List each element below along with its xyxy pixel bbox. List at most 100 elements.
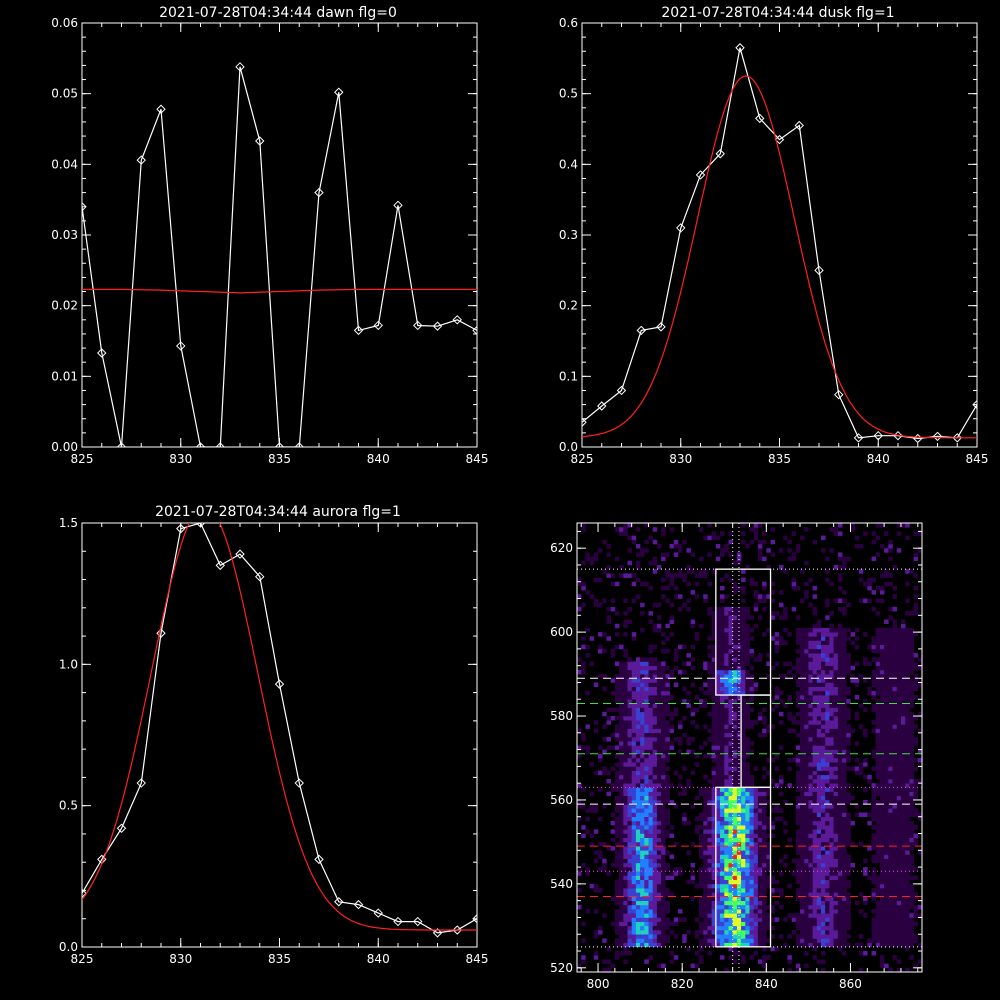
heatmap-cell xyxy=(791,585,797,591)
heatmap-cell xyxy=(892,707,897,713)
heatmap-cell xyxy=(808,636,813,641)
heatmap-cell xyxy=(909,955,914,960)
heatmap-cell xyxy=(652,909,658,914)
heatmap-cell xyxy=(652,770,658,776)
heatmap-cell xyxy=(678,783,683,788)
heatmap-cell xyxy=(800,829,805,834)
heatmap-cell xyxy=(779,720,784,725)
heatmap-cell xyxy=(741,669,746,675)
heatmap-cell xyxy=(850,862,855,868)
heatmap-cell xyxy=(623,942,628,948)
heatmap-cell xyxy=(812,732,818,738)
heatmap-cell xyxy=(652,904,658,910)
heatmap-cell xyxy=(753,581,759,587)
heatmap-cell xyxy=(648,686,653,692)
heatmap-cell xyxy=(749,879,754,885)
heatmap-cell xyxy=(736,728,742,734)
heatmap-cell xyxy=(678,791,683,797)
heatmap-cell xyxy=(732,720,738,725)
heatmap-cell xyxy=(825,556,830,562)
heatmap-cell xyxy=(741,661,746,666)
heatmap-cell xyxy=(871,787,876,792)
heatmap-cell xyxy=(707,820,712,826)
heatmap-cell xyxy=(779,636,784,641)
heatmap-cell xyxy=(627,862,632,868)
heatmap-cell xyxy=(821,703,826,708)
heatmap-cell xyxy=(795,648,801,654)
heatmap-cell xyxy=(913,758,919,763)
heatmap-cell xyxy=(715,804,721,809)
data-point-marker xyxy=(176,523,186,534)
heatmap-cell xyxy=(804,862,809,868)
heatmap-cell xyxy=(892,716,897,721)
heatmap-cell xyxy=(610,963,616,969)
heatmap-cell xyxy=(711,732,717,738)
heatmap-cell xyxy=(724,665,729,671)
heatmap-cell xyxy=(905,837,910,843)
heatmap-cell xyxy=(619,867,624,872)
heatmap-cell xyxy=(619,674,624,679)
heatmap-cell xyxy=(711,854,717,859)
heatmap-cell xyxy=(711,934,717,939)
heatmap-cell xyxy=(833,669,839,675)
heatmap-cell xyxy=(724,615,729,620)
heatmap-cell xyxy=(703,724,708,729)
heatmap-cell xyxy=(703,598,708,603)
heatmap-cell xyxy=(686,879,691,885)
heatmap-cell xyxy=(787,967,792,972)
heatmap-cell xyxy=(728,632,733,637)
heatmap-cell xyxy=(800,892,805,897)
heatmap-cell xyxy=(896,766,902,771)
heatmap-cell xyxy=(652,862,658,868)
heatmap-cell xyxy=(842,611,847,616)
heatmap-cell xyxy=(905,938,910,943)
heatmap-cell xyxy=(762,829,767,834)
heatmap-cell xyxy=(741,732,746,738)
heatmap-cell xyxy=(909,716,914,721)
heatmap-cell xyxy=(842,661,847,666)
heatmap-cell xyxy=(724,917,729,922)
heatmap-cell xyxy=(631,665,637,671)
heatmap-cell xyxy=(821,930,826,935)
heatmap-cell xyxy=(842,791,847,797)
heatmap-cell xyxy=(741,959,746,964)
heatmap-cell xyxy=(901,804,906,809)
heatmap-cell xyxy=(791,665,797,671)
heatmap-cell xyxy=(905,695,910,700)
heatmap-cell xyxy=(812,720,818,725)
heatmap-cell xyxy=(741,816,746,822)
heatmap-cell xyxy=(715,862,721,868)
heatmap-cell xyxy=(745,623,750,629)
heatmap-cell xyxy=(800,816,805,822)
heatmap-cell xyxy=(711,535,717,541)
heatmap-cell xyxy=(846,917,851,922)
heatmap-cell xyxy=(745,766,750,771)
panel-dusk: 2021-07-28T04:34:44 dusk flg=1 825 830 835… xyxy=(559,5,989,466)
heatmap-cell xyxy=(619,753,624,759)
heatmap-cell xyxy=(707,934,712,939)
heatmap-cell xyxy=(779,783,784,788)
heatmap-cell xyxy=(812,753,818,759)
heatmap-cell xyxy=(867,577,872,583)
heatmap-cell xyxy=(606,544,611,549)
heatmap-cell xyxy=(879,904,885,910)
heatmap-cell xyxy=(800,825,805,830)
heatmap-cell xyxy=(909,669,914,675)
heatmap-cell xyxy=(800,644,805,650)
heatmap-cell xyxy=(884,888,889,893)
heatmap-cell xyxy=(711,862,717,868)
heatmap-cell xyxy=(724,774,729,780)
heatmap-cell xyxy=(581,560,586,566)
heatmap-cell xyxy=(804,669,809,675)
heatmap-cell xyxy=(648,711,653,717)
heatmap-cell xyxy=(800,820,805,826)
heatmap-cell xyxy=(762,925,767,931)
heatmap-cell xyxy=(837,921,843,927)
heatmap-cell xyxy=(825,741,830,746)
heatmap-cell xyxy=(888,833,893,838)
heatmap-cell xyxy=(909,795,914,801)
heatmap-cell xyxy=(707,829,712,834)
heatmap-cell xyxy=(652,699,658,704)
heatmap-cell xyxy=(850,678,855,683)
heatmap-cell xyxy=(800,883,805,889)
